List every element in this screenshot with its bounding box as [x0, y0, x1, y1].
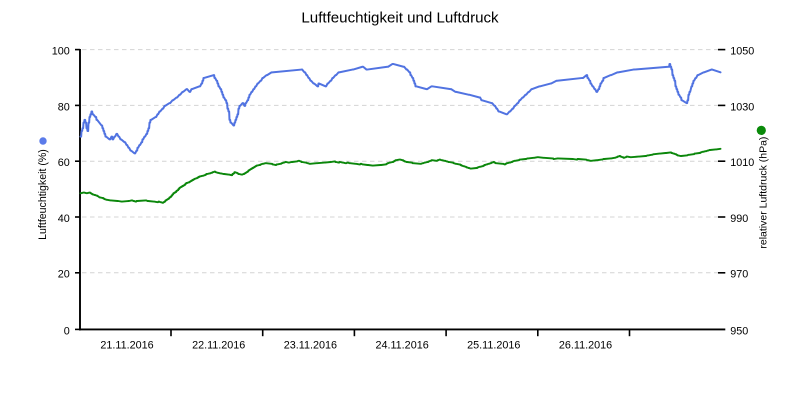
svg-text:21.11.2016: 21.11.2016: [100, 339, 153, 351]
svg-text:80: 80: [58, 101, 70, 113]
svg-text:24.11.2016: 24.11.2016: [375, 339, 428, 351]
svg-text:Luftfeuchtigkeit (%): Luftfeuchtigkeit (%): [37, 149, 49, 240]
svg-text:1010: 1010: [730, 157, 754, 169]
svg-text:0: 0: [64, 325, 70, 337]
svg-text:Luftfeuchtigkeit und Luftdruck: Luftfeuchtigkeit und Luftdruck: [301, 10, 499, 27]
svg-text:970: 970: [730, 269, 748, 281]
svg-text:40: 40: [58, 213, 70, 225]
svg-text:25.11.2016: 25.11.2016: [467, 339, 520, 351]
svg-text:60: 60: [58, 157, 70, 169]
svg-text:22.11.2016: 22.11.2016: [192, 339, 245, 351]
svg-text:20: 20: [58, 269, 70, 281]
svg-text:1030: 1030: [730, 101, 754, 113]
svg-text:100: 100: [52, 46, 70, 58]
svg-text:990: 990: [730, 213, 748, 225]
svg-text:26.11.2016: 26.11.2016: [559, 339, 612, 351]
svg-text:950: 950: [730, 325, 748, 337]
svg-text:relativer Luftdruck (hPa): relativer Luftdruck (hPa): [757, 137, 769, 249]
svg-text:23.11.2016: 23.11.2016: [284, 339, 337, 351]
svg-text:1050: 1050: [730, 46, 754, 58]
